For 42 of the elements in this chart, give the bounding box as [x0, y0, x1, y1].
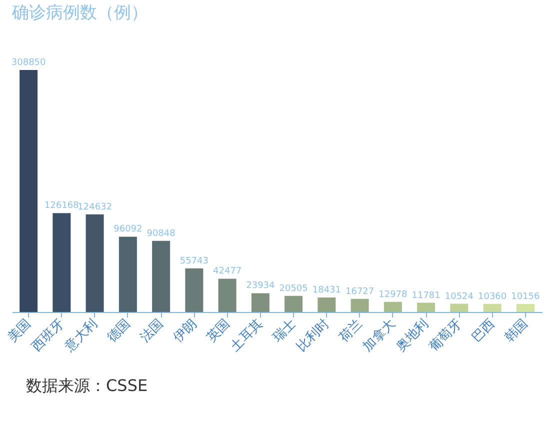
- data-label: 12978: [378, 290, 408, 300]
- x-tick-label: 比利时: [294, 316, 332, 355]
- bar: [185, 268, 204, 312]
- data-label: 16727: [345, 286, 374, 297]
- bar: [318, 298, 336, 312]
- data-label: 20505: [279, 284, 308, 294]
- bar: [86, 214, 104, 312]
- data-label: 10156: [511, 292, 540, 302]
- bar: [20, 70, 38, 312]
- bar: [118, 236, 137, 312]
- bar: [52, 213, 71, 312]
- data-label: 42477: [212, 266, 242, 277]
- data-label: 23934: [246, 281, 276, 292]
- bar: [384, 302, 402, 312]
- x-tick-label: 伊朗: [170, 316, 200, 346]
- data-label: 10360: [478, 292, 507, 302]
- data-label: 11781: [412, 290, 440, 301]
- data-label: 308850: [11, 58, 46, 68]
- x-tick-label: 意大利: [62, 316, 100, 356]
- x-tick-label: 韩国: [502, 316, 532, 346]
- bar: [350, 298, 369, 312]
- data-label: 96092: [114, 224, 142, 235]
- data-label: 90848: [146, 228, 176, 239]
- bar: [450, 304, 468, 312]
- data-label: 126168: [44, 201, 80, 212]
- chart-title: 确诊病例数（例）: [11, 3, 148, 23]
- bar: [483, 304, 502, 312]
- x-tick-label: 巴西: [468, 316, 498, 346]
- bar: [218, 278, 236, 312]
- bar: [152, 240, 170, 312]
- source-note: 数据来源：CSSE: [26, 376, 148, 397]
- bar: [417, 302, 436, 312]
- x-tick-label: 德国: [104, 316, 134, 346]
- data-label: 124632: [78, 202, 112, 212]
- bar: [516, 304, 534, 312]
- bar: [251, 293, 270, 312]
- x-tick-label: 法国: [138, 316, 167, 346]
- x-tick-label: 英国: [204, 316, 233, 346]
- bar: [284, 296, 303, 312]
- data-label: 18431: [312, 286, 342, 296]
- data-label: 55743: [180, 256, 209, 266]
- data-label: 10524: [444, 292, 474, 302]
